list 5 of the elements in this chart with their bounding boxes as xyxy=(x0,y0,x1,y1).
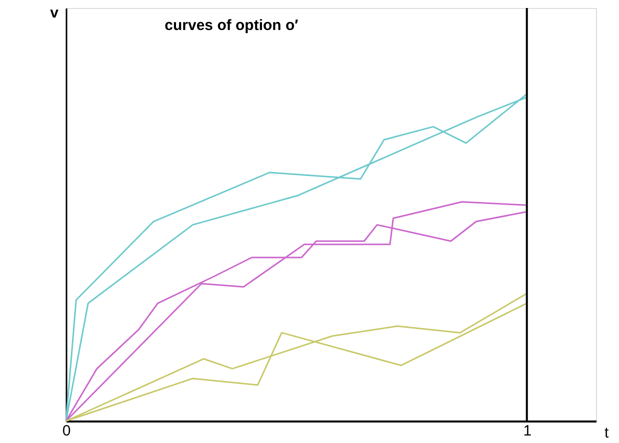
chart-title: curves of option o′ xyxy=(164,17,299,34)
x-axis-title: t xyxy=(604,424,610,442)
x-tick-label: 1 xyxy=(523,422,532,440)
x-tick-label: 0 xyxy=(62,422,71,440)
y-axis-title: v xyxy=(50,4,60,22)
